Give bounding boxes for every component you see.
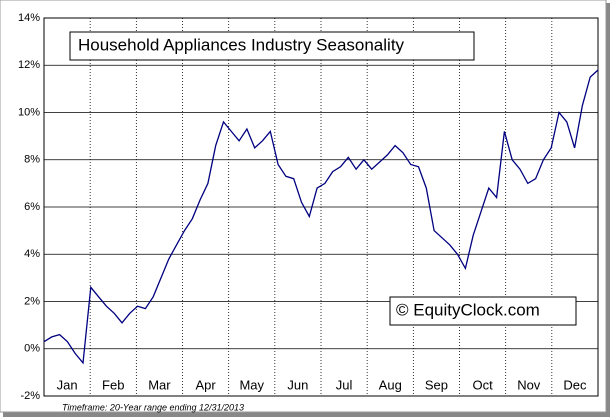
series-line xyxy=(43,69,599,365)
footnote: Timeframe: 20-Year range ending 12/31/20… xyxy=(62,402,244,412)
y-tick-label: 8% xyxy=(24,154,40,166)
y-tick-label: 0% xyxy=(24,343,40,355)
x-tick-label: Mar xyxy=(148,377,171,392)
x-tick-label: Jan xyxy=(57,377,78,392)
y-tick-label: 14% xyxy=(18,12,40,24)
y-tick-label: 10% xyxy=(18,106,40,118)
watermark: © EquityClock.com xyxy=(396,300,540,319)
title-box xyxy=(69,31,475,61)
x-tick-label: Feb xyxy=(102,377,124,392)
y-tick-label: 4% xyxy=(24,248,40,260)
y-tick-label: 2% xyxy=(24,295,40,307)
y-tick-label: -2% xyxy=(20,390,40,402)
x-tick-label: Dec xyxy=(563,377,587,392)
watermark-box xyxy=(389,296,577,326)
chart-title: Household Appliances Industry Seasonalit… xyxy=(78,35,405,54)
x-tick-label: May xyxy=(239,377,264,392)
x-tick-label: Apr xyxy=(195,377,216,392)
x-tick-label: Jul xyxy=(336,377,353,392)
x-tick-label: Oct xyxy=(472,377,493,392)
y-tick-label: 12% xyxy=(18,59,40,71)
x-tick-label: Sep xyxy=(425,377,448,392)
x-tick-label: Aug xyxy=(379,377,402,392)
x-tick-label: Jun xyxy=(287,377,308,392)
x-tick-label: Nov xyxy=(517,377,541,392)
y-tick-label: 6% xyxy=(24,201,40,213)
